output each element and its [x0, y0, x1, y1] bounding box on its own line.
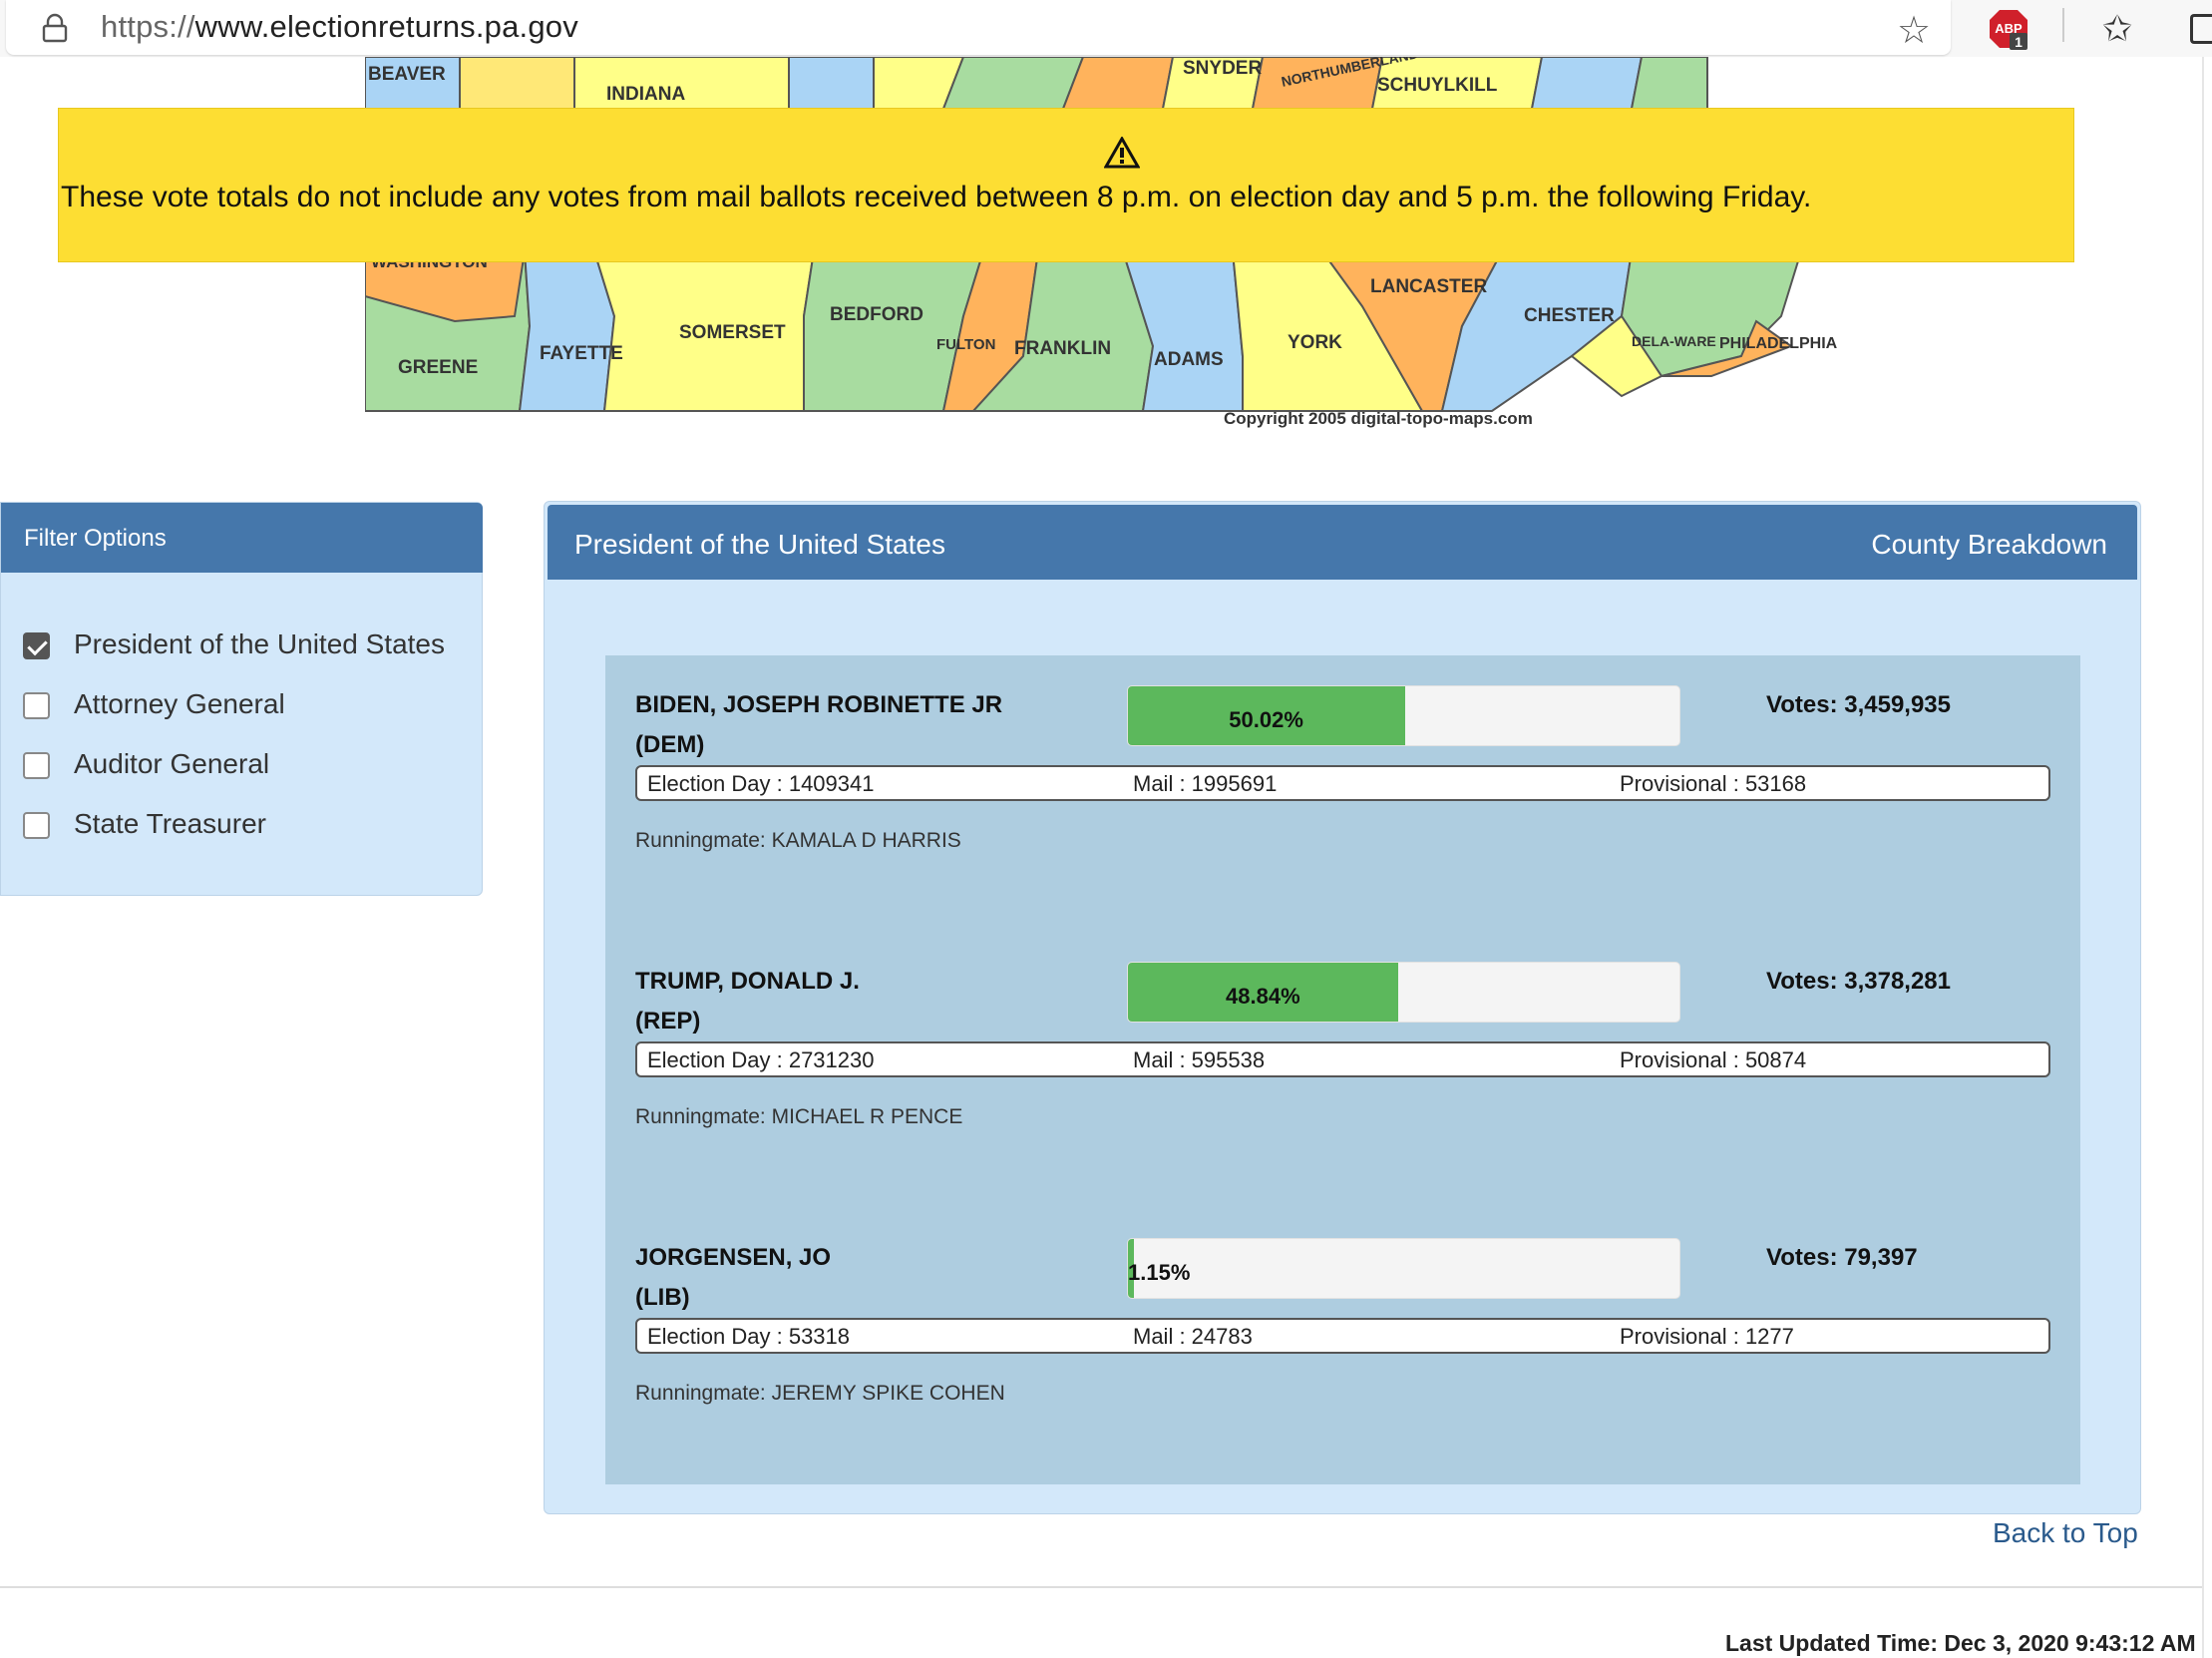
county-label-franklin: FRANKLIN [1014, 338, 1111, 359]
vote-percent-label: 1.15% [1128, 1260, 1191, 1285]
candidate-party: (REP) [635, 1008, 701, 1035]
county-label-snyder: SNYDER [1183, 58, 1262, 79]
vote-breakdown: Election Day : 1409341 Mail : 1995691 Pr… [635, 765, 2050, 801]
results-header: President of the United States County Br… [548, 505, 2137, 580]
toolbar-separator [2062, 8, 2064, 42]
county-label-greene: GREENE [398, 357, 478, 378]
warning-banner: These vote totals do not include any vot… [58, 108, 2074, 262]
runningmate: Runningmate: JEREMY SPIKE COHEN [635, 1382, 1005, 1405]
checkbox-attorney-general[interactable] [23, 692, 50, 719]
filter-option-state-treasurer[interactable]: State Treasurer [23, 803, 472, 843]
filter-title: Filter Options [24, 525, 167, 552]
checkbox-auditor-general[interactable] [23, 752, 50, 779]
candidate-votes: Votes: 3,378,281 [1766, 968, 1952, 995]
favorite-star-icon[interactable]: ☆ [1897, 10, 1932, 52]
election-day-votes: Election Day : 53318 [647, 1324, 851, 1349]
vote-percent-label: 48.84% [1226, 984, 1300, 1009]
candidate-votes: Votes: 79,397 [1766, 1244, 1918, 1271]
candidate-name: JORGENSEN, JO [635, 1244, 832, 1271]
runningmate: Runningmate: KAMALA D HARRIS [635, 829, 961, 852]
candidate-name: BIDEN, JOSEPH ROBINETTE JR [635, 691, 1003, 718]
candidates-list: BIDEN, JOSEPH ROBINETTE JR (DEM) 50.02% … [605, 655, 2080, 1484]
address-bar[interactable]: https://www.electionreturns.pa.gov ☆ [6, 0, 1951, 55]
county-label-york: YORK [1288, 332, 1342, 353]
footer-divider [0, 1586, 2204, 1588]
filter-label-state-treasurer[interactable]: State Treasurer [74, 808, 266, 839]
abp-label: ABP [1995, 21, 2023, 36]
candidate-name: TRUMP, DONALD J. [635, 968, 860, 995]
county-label-bedford: BEDFORD [830, 304, 923, 325]
election-day-votes: Election Day : 1409341 [647, 771, 875, 796]
mail-votes: Mail : 1995691 [1133, 771, 1278, 796]
browser-toolbar: https://www.electionreturns.pa.gov ☆ ABP… [0, 0, 2212, 57]
vote-percent-fill [1128, 963, 1399, 1022]
candidate-party: (LIB) [635, 1284, 690, 1311]
vote-percent-bar: 50.02% [1127, 685, 1680, 746]
filter-label-auditor-general[interactable]: Auditor General [74, 748, 270, 779]
url-text[interactable]: https://www.electionreturns.pa.gov [101, 9, 578, 45]
checkbox-state-treasurer[interactable] [23, 812, 50, 839]
url-host: www.electionreturns.pa.gov [194, 9, 578, 44]
election-day-votes: Election Day : 2731230 [647, 1047, 875, 1072]
runningmate: Runningmate: MICHAEL R PENCE [635, 1105, 963, 1128]
provisional-votes: Provisional : 50874 [1620, 1047, 1807, 1072]
county-label-chester: CHESTER [1524, 305, 1615, 326]
lock-icon [42, 13, 68, 43]
filter-option-attorney-general[interactable]: Attorney General [23, 683, 472, 723]
adblock-plus-icon[interactable]: ABP 1 [1988, 8, 2029, 50]
filter-label-attorney-general[interactable]: Attorney General [74, 688, 285, 719]
warning-icon [1104, 137, 1140, 169]
vote-percent-fill [1128, 1239, 1135, 1298]
mail-votes: Mail : 24783 [1133, 1324, 1253, 1349]
warning-text: These vote totals do not include any vot… [61, 181, 1812, 213]
back-to-top-link[interactable]: Back to Top [1993, 1517, 2138, 1548]
county-label-beaver: BEAVER [368, 64, 446, 85]
provisional-votes: Provisional : 1277 [1620, 1324, 1794, 1349]
provisional-votes: Provisional : 53168 [1620, 771, 1807, 796]
vote-breakdown: Election Day : 2731230 Mail : 595538 Pro… [635, 1041, 2050, 1077]
map-copyright: Copyright 2005 digital-topo-maps.com [1224, 409, 1533, 428]
collections-icon[interactable] [2190, 14, 2212, 44]
candidate-party: (DEM) [635, 731, 705, 758]
county-label-fulton: FULTON [936, 336, 995, 353]
checkbox-president[interactable] [23, 632, 50, 659]
county-label-somerset: SOMERSET [679, 322, 786, 343]
mail-votes: Mail : 595538 [1133, 1047, 1266, 1072]
vote-percent-bar: 48.84% [1127, 962, 1680, 1023]
vote-percent-label: 50.02% [1229, 707, 1303, 732]
filter-header: Filter Options [1, 503, 483, 573]
county-label-fayette: FAYETTE [540, 343, 623, 364]
filter-option-president[interactable]: President of the United States [23, 623, 472, 663]
candidate-card: JORGENSEN, JO (LIB) 1.15% Votes: 79,397 … [605, 1208, 2080, 1484]
page-scroll-edge [2202, 57, 2204, 1658]
county-label-indiana: INDIANA [606, 84, 685, 105]
vote-percent-bar: 1.15% [1127, 1238, 1680, 1299]
office-title: President of the United States [574, 529, 945, 560]
vote-percent-fill [1128, 686, 1405, 745]
candidate-card: BIDEN, JOSEPH ROBINETTE JR (DEM) 50.02% … [605, 655, 2080, 932]
county-label-adams: ADAMS [1154, 349, 1224, 370]
filter-option-auditor-general[interactable]: Auditor General [23, 743, 472, 783]
county-label-schuylkill: SCHUYLKILL [1377, 75, 1498, 96]
results-panel: President of the United States County Br… [544, 501, 2141, 1514]
candidate-votes: Votes: 3,459,935 [1766, 691, 1952, 718]
filter-label-president[interactable]: President of the United States [74, 628, 445, 659]
county-breakdown-link[interactable]: County Breakdown [1871, 529, 2107, 560]
favorites-list-icon[interactable]: ✩ [2102, 8, 2133, 49]
url-scheme: https:// [101, 9, 195, 44]
candidate-card: TRUMP, DONALD J. (REP) 48.84% Votes: 3,3… [605, 932, 2080, 1208]
last-updated-time: Last Updated Time: Dec 3, 2020 9:43:12 A… [1725, 1630, 2196, 1656]
county-label-delaware: DELA-WARE [1632, 333, 1716, 349]
county-label-lancaster: LANCASTER [1370, 276, 1487, 297]
abp-badge: 1 [2015, 34, 2023, 50]
vote-breakdown: Election Day : 53318 Mail : 24783 Provis… [635, 1318, 2050, 1354]
filter-panel: Filter Options President of the United S… [0, 502, 483, 896]
county-label-philadelphia: PHILADELPHIA [1719, 335, 1838, 352]
